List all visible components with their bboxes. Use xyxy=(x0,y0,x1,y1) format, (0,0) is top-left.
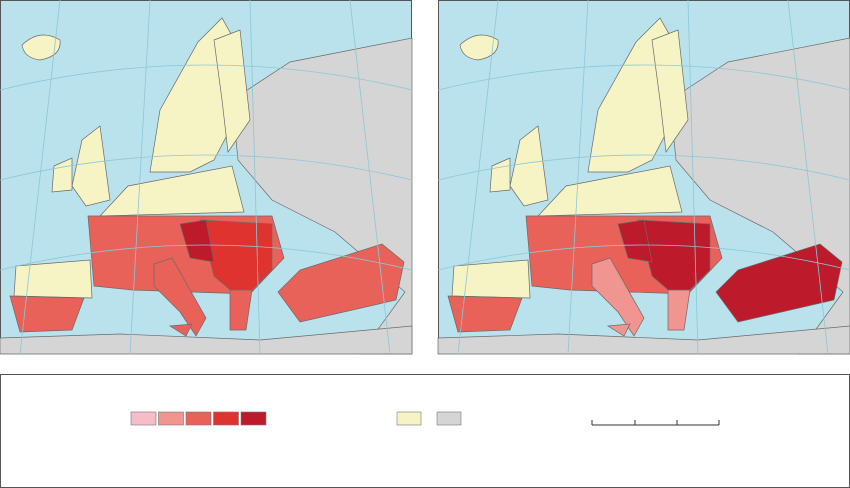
graticule xyxy=(437,244,850,271)
scale-bar xyxy=(591,420,720,426)
finland xyxy=(651,29,689,153)
graticule xyxy=(437,154,850,181)
graticule xyxy=(0,154,413,181)
legend-swatch xyxy=(158,411,184,426)
iberia-north xyxy=(451,259,531,299)
graticule xyxy=(787,0,829,355)
danube xyxy=(617,219,653,263)
balkans xyxy=(637,219,711,301)
graticule xyxy=(0,244,413,271)
iceland xyxy=(21,34,61,61)
greece xyxy=(229,289,253,331)
central-europe xyxy=(537,165,683,217)
map-left xyxy=(0,0,413,355)
finland xyxy=(213,29,251,153)
graticule xyxy=(349,0,391,355)
italy xyxy=(591,257,645,337)
britain xyxy=(509,125,549,207)
legend-panel xyxy=(0,374,850,488)
turkey xyxy=(277,243,405,323)
sicily xyxy=(606,323,631,337)
north-africa xyxy=(0,325,413,355)
graticule xyxy=(437,64,850,91)
graticule xyxy=(567,0,589,355)
danube xyxy=(179,219,215,263)
iberia-south xyxy=(447,295,523,333)
legend-swatch xyxy=(396,411,422,426)
legend-swatch xyxy=(436,411,462,426)
graticule xyxy=(19,0,61,355)
balkans xyxy=(199,219,273,301)
britain xyxy=(71,125,111,207)
central-europe xyxy=(99,165,245,217)
map-right xyxy=(437,0,850,355)
legend xyxy=(130,411,462,426)
italy xyxy=(153,257,207,337)
iberia-south xyxy=(9,295,85,333)
graticule xyxy=(0,64,413,91)
sicily xyxy=(168,323,193,337)
legend-swatch xyxy=(130,411,157,426)
graticule xyxy=(129,0,151,355)
graticule xyxy=(457,0,499,355)
north-africa xyxy=(437,325,850,355)
legend-swatch xyxy=(185,411,212,426)
graticule xyxy=(687,0,699,355)
legend-swatch xyxy=(240,411,267,426)
iceland xyxy=(459,34,499,61)
greece xyxy=(667,289,691,331)
turkey xyxy=(715,243,843,323)
iberia-north xyxy=(13,259,93,299)
legend-swatch xyxy=(213,411,239,426)
graticule xyxy=(249,0,261,355)
